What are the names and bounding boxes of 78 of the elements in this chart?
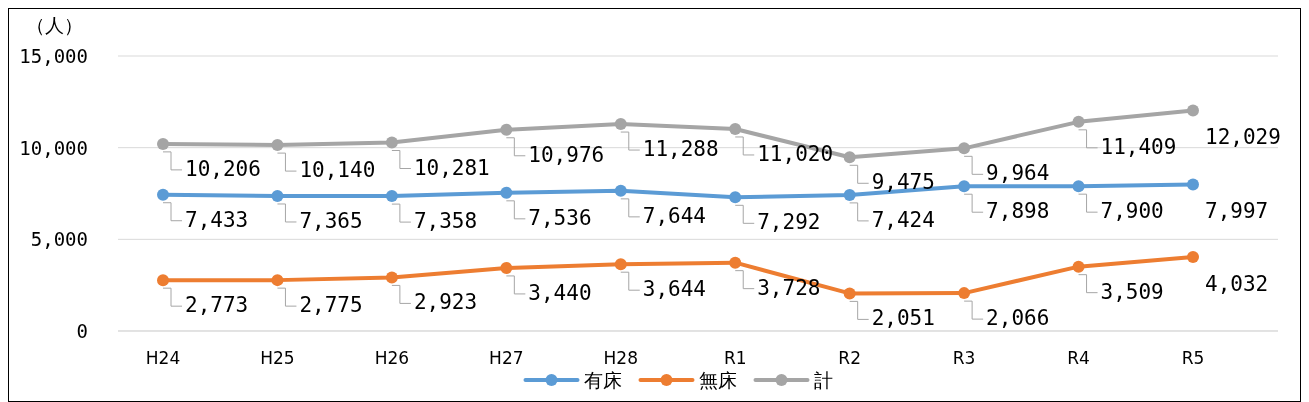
point bbox=[157, 137, 169, 150]
point bbox=[271, 189, 284, 202]
point bbox=[385, 271, 398, 284]
data-label: 9,964 bbox=[986, 161, 1050, 186]
x-tick-label: R2 bbox=[838, 348, 861, 368]
data-label: 10,206 bbox=[185, 156, 261, 181]
point bbox=[157, 274, 169, 287]
data-label: 2,775 bbox=[299, 293, 363, 318]
data-label: 2,066 bbox=[986, 306, 1050, 331]
point bbox=[614, 184, 627, 197]
data-label: 9,475 bbox=[871, 170, 935, 195]
point bbox=[1187, 251, 1199, 264]
point bbox=[614, 258, 627, 271]
y-tick-label: 10,000 bbox=[19, 136, 88, 159]
point bbox=[729, 256, 742, 269]
point bbox=[385, 136, 398, 149]
point bbox=[729, 122, 742, 135]
point bbox=[1187, 178, 1199, 191]
point bbox=[1072, 180, 1085, 193]
point bbox=[500, 186, 513, 199]
point bbox=[1072, 115, 1085, 128]
legend-label: 無床 bbox=[698, 369, 737, 391]
point bbox=[271, 139, 284, 152]
data-label: 2,051 bbox=[871, 306, 935, 331]
data-label: 7,365 bbox=[299, 208, 363, 233]
x-tick-label: R4 bbox=[1067, 348, 1090, 368]
x-tick-label: R5 bbox=[1181, 348, 1205, 368]
data-label: 4,032 bbox=[1205, 272, 1269, 297]
y-tick-label: 5,000 bbox=[30, 228, 88, 251]
data-label: 3,509 bbox=[1100, 279, 1164, 304]
legend-label: 有床 bbox=[583, 369, 622, 391]
point bbox=[729, 191, 742, 204]
point bbox=[958, 287, 971, 300]
data-label: 10,976 bbox=[528, 142, 605, 167]
data-label: 3,728 bbox=[757, 275, 821, 300]
data-label: 2,923 bbox=[413, 290, 478, 315]
data-label: 7,358 bbox=[413, 209, 478, 234]
data-label: 12,029 bbox=[1205, 125, 1281, 150]
point bbox=[843, 287, 856, 300]
data-label: 10,140 bbox=[299, 158, 376, 183]
point bbox=[843, 151, 856, 164]
x-tick-label: H26 bbox=[374, 348, 410, 368]
point bbox=[1072, 260, 1085, 273]
data-label: 7,424 bbox=[871, 207, 935, 232]
y-tick-label: 0 bbox=[76, 320, 88, 342]
point bbox=[157, 188, 169, 201]
data-label: 11,409 bbox=[1100, 134, 1177, 159]
data-label: 11,020 bbox=[757, 141, 834, 166]
x-tick-label: H25 bbox=[260, 348, 295, 368]
x-tick-label: H24 bbox=[145, 348, 181, 368]
point bbox=[500, 123, 513, 136]
data-label: 7,900 bbox=[1100, 199, 1164, 224]
y-tick-label: 15,000 bbox=[19, 45, 88, 67]
x-tick-label: H27 bbox=[489, 348, 524, 368]
point bbox=[500, 261, 513, 274]
y-axis-title: （人） bbox=[26, 14, 83, 36]
point bbox=[1187, 104, 1199, 117]
data-label: 7,644 bbox=[642, 203, 706, 228]
x-tick-label: H28 bbox=[603, 348, 638, 368]
point bbox=[843, 188, 856, 201]
data-label: 3,440 bbox=[528, 280, 592, 305]
point bbox=[271, 274, 284, 287]
data-label: 3,644 bbox=[642, 277, 706, 302]
point bbox=[614, 118, 627, 131]
x-tick-label: R1 bbox=[723, 348, 747, 368]
data-label: 11,288 bbox=[642, 137, 719, 162]
x-tick-label: R3 bbox=[952, 348, 976, 368]
data-label: 7,433 bbox=[185, 207, 249, 232]
data-label: 2,773 bbox=[185, 293, 249, 318]
data-label: 7,536 bbox=[528, 205, 592, 230]
data-label: 10,281 bbox=[413, 155, 490, 180]
data-label: 7,898 bbox=[986, 199, 1050, 224]
data-label: 7,997 bbox=[1205, 199, 1269, 224]
data-label: 7,292 bbox=[757, 210, 821, 235]
point bbox=[958, 142, 971, 155]
legend-label: 計 bbox=[813, 369, 833, 391]
point bbox=[385, 190, 398, 203]
point bbox=[958, 180, 971, 193]
